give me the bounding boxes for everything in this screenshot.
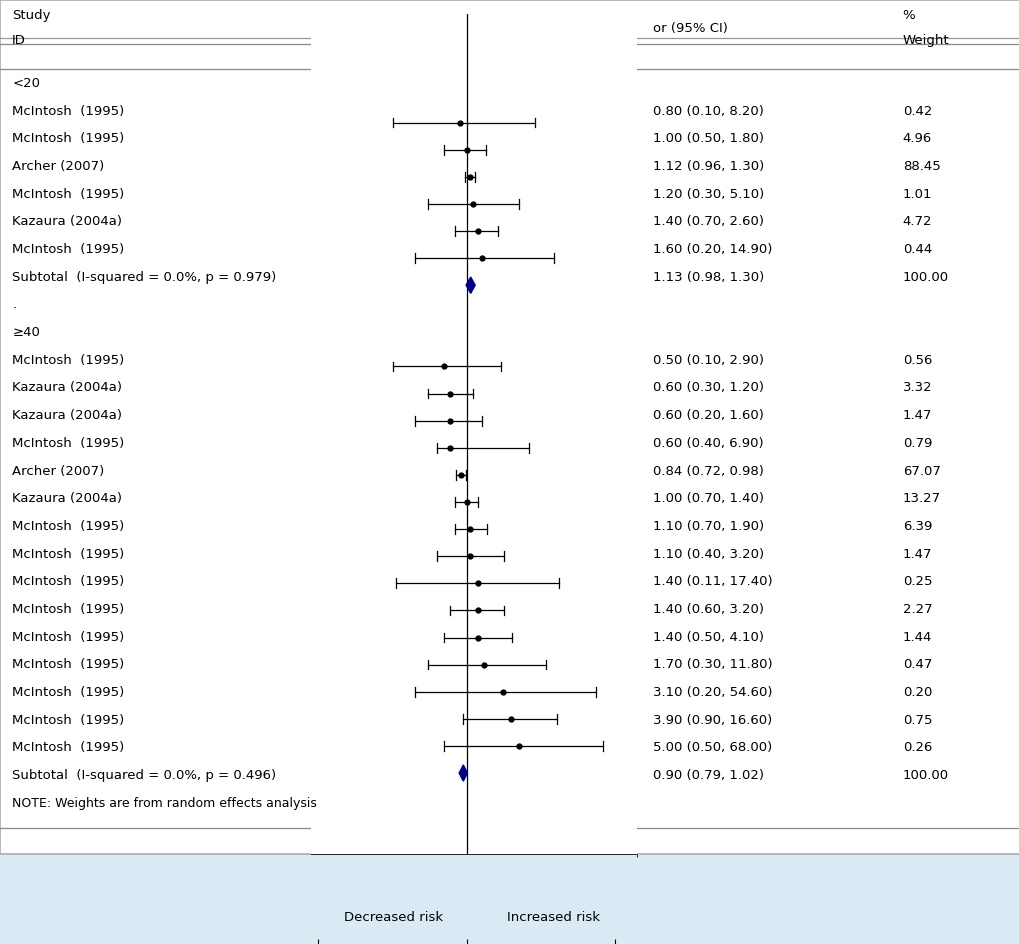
Text: Kazaura (2004a): Kazaura (2004a)	[12, 215, 122, 228]
Text: .: .	[12, 298, 16, 312]
Text: 0.80 (0.10, 8.20): 0.80 (0.10, 8.20)	[652, 105, 763, 118]
Text: 1.40 (0.60, 3.20): 1.40 (0.60, 3.20)	[652, 603, 763, 616]
Text: 13.27: 13.27	[902, 492, 940, 505]
Text: 1.47: 1.47	[902, 409, 931, 422]
Text: ≥40: ≥40	[12, 326, 40, 339]
Text: Archer (2007): Archer (2007)	[12, 160, 104, 173]
Text: 1.40 (0.11, 17.40): 1.40 (0.11, 17.40)	[652, 575, 771, 588]
Text: 67.07: 67.07	[902, 464, 940, 478]
Text: 1.10 (0.40, 3.20): 1.10 (0.40, 3.20)	[652, 548, 763, 561]
Text: 5.00 (0.50, 68.00): 5.00 (0.50, 68.00)	[652, 741, 771, 754]
Text: NOTE: Weights are from random effects analysis: NOTE: Weights are from random effects an…	[12, 797, 317, 810]
Text: McIntosh  (1995): McIntosh (1995)	[12, 188, 124, 201]
Text: 1.40 (0.70, 2.60): 1.40 (0.70, 2.60)	[652, 215, 763, 228]
Text: Archer (2007): Archer (2007)	[12, 464, 104, 478]
Text: 0.44: 0.44	[902, 243, 931, 256]
Text: 1.20 (0.30, 5.10): 1.20 (0.30, 5.10)	[652, 188, 763, 201]
Text: Subtotal  (I-squared = 0.0%, p = 0.979): Subtotal (I-squared = 0.0%, p = 0.979)	[12, 271, 276, 284]
Text: McIntosh  (1995): McIntosh (1995)	[12, 658, 124, 671]
Text: 0.25: 0.25	[902, 575, 931, 588]
Text: McIntosh  (1995): McIntosh (1995)	[12, 437, 124, 450]
Polygon shape	[459, 765, 467, 781]
Text: 0.42: 0.42	[902, 105, 931, 118]
Text: 1.47: 1.47	[902, 548, 931, 561]
Text: 100.00: 100.00	[902, 769, 948, 783]
Text: Increased risk: Increased risk	[506, 911, 599, 924]
Text: 1.01: 1.01	[902, 188, 931, 201]
Text: Weight: Weight	[902, 34, 949, 46]
Text: 0.75: 0.75	[902, 714, 931, 727]
Text: McIntosh  (1995): McIntosh (1995)	[12, 603, 124, 616]
Text: 0.60 (0.30, 1.20): 0.60 (0.30, 1.20)	[652, 381, 763, 395]
Text: 0.84 (0.72, 0.98): 0.84 (0.72, 0.98)	[652, 464, 763, 478]
Text: 0.60 (0.40, 6.90): 0.60 (0.40, 6.90)	[652, 437, 762, 450]
Text: Subtotal  (I-squared = 0.0%, p = 0.496): Subtotal (I-squared = 0.0%, p = 0.496)	[12, 769, 276, 783]
Text: Kazaura (2004a): Kazaura (2004a)	[12, 492, 122, 505]
Text: 0.79: 0.79	[902, 437, 931, 450]
Text: Kazaura (2004a): Kazaura (2004a)	[12, 409, 122, 422]
Text: McIntosh  (1995): McIntosh (1995)	[12, 354, 124, 367]
Text: 1.70 (0.30, 11.80): 1.70 (0.30, 11.80)	[652, 658, 771, 671]
Text: 1.44: 1.44	[902, 631, 931, 644]
Text: ID: ID	[12, 34, 26, 46]
Text: 4.72: 4.72	[902, 215, 931, 228]
Text: %: %	[902, 9, 914, 23]
Text: 100.00: 100.00	[902, 271, 948, 284]
Text: 6.39: 6.39	[902, 520, 931, 533]
Text: 1.60 (0.20, 14.90): 1.60 (0.20, 14.90)	[652, 243, 771, 256]
Text: 0.50 (0.10, 2.90): 0.50 (0.10, 2.90)	[652, 354, 763, 367]
Text: McIntosh  (1995): McIntosh (1995)	[12, 105, 124, 118]
Text: McIntosh  (1995): McIntosh (1995)	[12, 714, 124, 727]
Text: 2.27: 2.27	[902, 603, 931, 616]
Text: McIntosh  (1995): McIntosh (1995)	[12, 132, 124, 145]
Text: McIntosh  (1995): McIntosh (1995)	[12, 575, 124, 588]
Text: McIntosh  (1995): McIntosh (1995)	[12, 520, 124, 533]
Text: 88.45: 88.45	[902, 160, 940, 173]
Text: McIntosh  (1995): McIntosh (1995)	[12, 631, 124, 644]
Text: McIntosh  (1995): McIntosh (1995)	[12, 243, 124, 256]
Text: McIntosh  (1995): McIntosh (1995)	[12, 686, 124, 700]
Text: 1.00 (0.50, 1.80): 1.00 (0.50, 1.80)	[652, 132, 763, 145]
Text: 1.12 (0.96, 1.30): 1.12 (0.96, 1.30)	[652, 160, 763, 173]
Text: 1.10 (0.70, 1.90): 1.10 (0.70, 1.90)	[652, 520, 763, 533]
Text: McIntosh  (1995): McIntosh (1995)	[12, 741, 124, 754]
Text: 1.13 (0.98, 1.30): 1.13 (0.98, 1.30)	[652, 271, 763, 284]
Text: 0.26: 0.26	[902, 741, 931, 754]
Text: 3.10 (0.20, 54.60): 3.10 (0.20, 54.60)	[652, 686, 771, 700]
Text: 0.60 (0.20, 1.60): 0.60 (0.20, 1.60)	[652, 409, 763, 422]
Text: 1.40 (0.50, 4.10): 1.40 (0.50, 4.10)	[652, 631, 763, 644]
Text: 4.96: 4.96	[902, 132, 931, 145]
Text: Study: Study	[12, 9, 51, 23]
Polygon shape	[466, 277, 475, 294]
Text: 0.56: 0.56	[902, 354, 931, 367]
Text: or (95% CI): or (95% CI)	[652, 22, 727, 35]
Text: 0.20: 0.20	[902, 686, 931, 700]
Text: 1.00 (0.70, 1.40): 1.00 (0.70, 1.40)	[652, 492, 763, 505]
Text: McIntosh  (1995): McIntosh (1995)	[12, 548, 124, 561]
Text: 0.47: 0.47	[902, 658, 931, 671]
Text: 0.90 (0.79, 1.02): 0.90 (0.79, 1.02)	[652, 769, 763, 783]
Text: Kazaura (2004a): Kazaura (2004a)	[12, 381, 122, 395]
Text: <20: <20	[12, 76, 40, 90]
Text: Decreased risk: Decreased risk	[343, 911, 442, 924]
Text: 3.32: 3.32	[902, 381, 931, 395]
Text: 3.90 (0.90, 16.60): 3.90 (0.90, 16.60)	[652, 714, 771, 727]
